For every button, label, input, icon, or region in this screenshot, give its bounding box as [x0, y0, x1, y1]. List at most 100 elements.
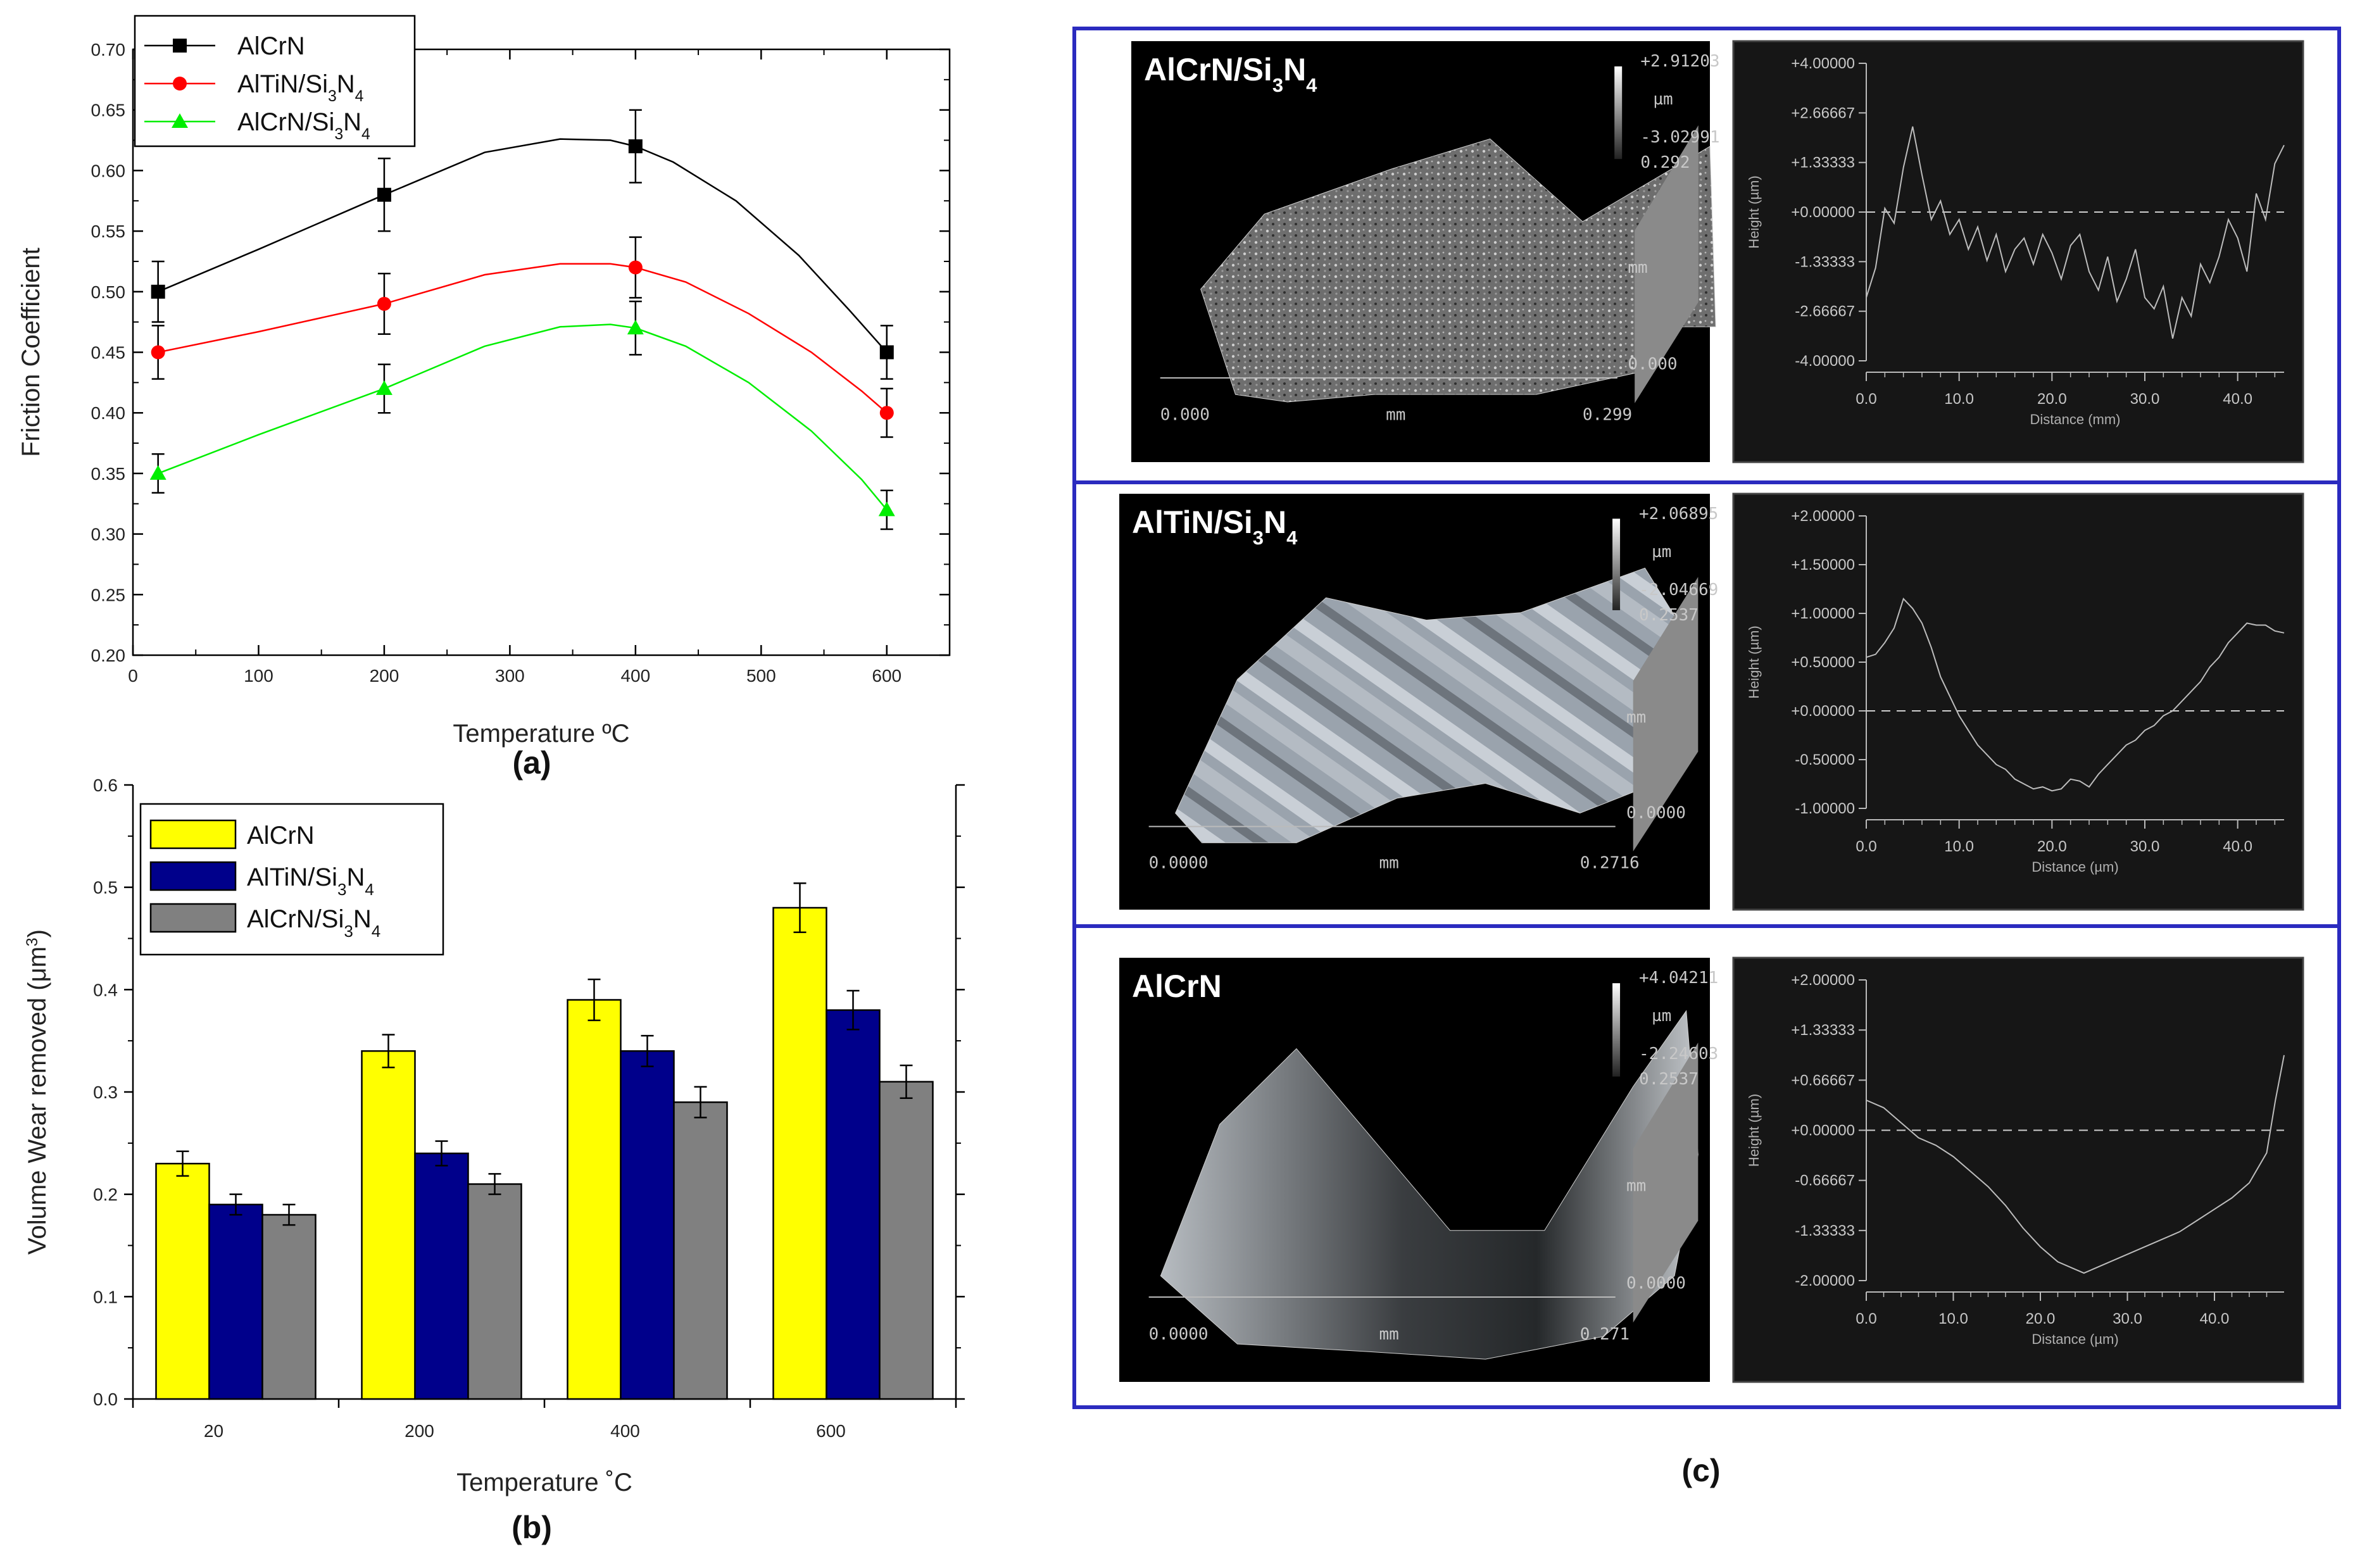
y-tick-label: 0.30: [91, 525, 126, 544]
afm-x-zero: 0.0000: [1149, 1325, 1209, 1344]
y-tick-label: 0.55: [91, 222, 126, 241]
afm-profile-chart: +4.00000 +2.66667 +1.33333 +0.00000 -1.33333…: [1732, 40, 2304, 463]
profile-y-tick-label: +0.66667: [1791, 1072, 1855, 1089]
y-tick-label: 0.65: [91, 101, 126, 120]
panel-c-afm: AlCrN/Si3N4+2.91203µm-3.029910.292mm0.00…: [1072, 27, 2341, 1409]
bars-bar_alcrn_si3n4: [261, 1064, 934, 1400]
bar: [261, 1214, 317, 1400]
y-tick-label: 0.4: [93, 980, 118, 1000]
panel-label-c: (c): [1681, 1453, 1720, 1488]
profile-x-tick-label: 20.0: [2037, 391, 2067, 408]
legend-swatch: [149, 861, 237, 891]
y-tick-label: 0.50: [91, 282, 126, 302]
profile-y-tick-label: +1.00000: [1791, 605, 1855, 622]
bar: [361, 1050, 416, 1400]
y-tick-label: 0.2: [93, 1185, 118, 1205]
afm-y-zero: 0.0000: [1626, 1274, 1686, 1293]
afm-z-unit: µm: [1653, 90, 1673, 109]
profile-y-tick-label: -1.33333: [1795, 253, 1855, 270]
profile-x-tick-label: 0.0: [1856, 391, 1876, 408]
figure-labels: (a) (b) (c): [512, 745, 1720, 1545]
afm-title: AlCrN/Si3N4: [1144, 52, 1317, 96]
afm-z-max: +2.91203: [1640, 52, 1719, 71]
profile-x-tick-label: 30.0: [2113, 1310, 2142, 1327]
y-tick-label: 0.45: [91, 343, 126, 363]
afm-y-zero: 0.000: [1628, 355, 1677, 374]
series-line: [158, 138, 888, 353]
profile-x-tick-label: 20.0: [2026, 1310, 2056, 1327]
bar: [826, 1009, 881, 1400]
data-point: [377, 296, 391, 311]
y-tick-label: 0.0: [93, 1389, 118, 1409]
bar: [467, 1183, 522, 1400]
afm-x-unit: mm: [1386, 406, 1405, 425]
afm-z-min: -2.04669: [1639, 580, 1718, 599]
afm-y-max: 0.2537: [1639, 606, 1699, 625]
afm-y-max: 0.2537: [1639, 1070, 1699, 1089]
profile-line: [1866, 126, 2285, 339]
bar: [414, 1152, 469, 1400]
bars-bar_alcrn: [155, 882, 827, 1400]
bar: [879, 1081, 934, 1400]
data-point: [878, 501, 895, 517]
profile-y-label: Height (µm): [1746, 1094, 1762, 1167]
data-point: [879, 406, 894, 420]
afm-y-unit: mm: [1626, 708, 1646, 727]
afm-color-scale: [1614, 66, 1623, 160]
legend-label: AlCrN/Si3N4: [247, 905, 380, 941]
panel-label-b: (b): [512, 1510, 552, 1545]
profile-x-tick-label: 30.0: [2130, 391, 2160, 408]
profile-x-tick-label: 0.0: [1856, 1310, 1876, 1327]
profile-y-tick-label: +0.00000: [1791, 204, 1855, 221]
category-label: 200: [405, 1421, 434, 1441]
x-axis-title: Temperature ˚C: [456, 1469, 632, 1496]
x-tick-label: 300: [495, 666, 525, 686]
profile-bg: [1732, 492, 2304, 911]
profile-y-tick-label: +1.33333: [1791, 154, 1855, 172]
afm-outer-frame: [1072, 27, 2341, 1409]
afm-surface: [1160, 1010, 1699, 1360]
profile-y-tick-label: +1.50000: [1791, 556, 1855, 574]
profile-y-tick-label: +0.00000: [1791, 1122, 1855, 1139]
x-tick-label: 0: [128, 666, 138, 686]
profile-y-tick-label: +0.00000: [1791, 703, 1855, 720]
profile-y-tick-label: -1.33333: [1795, 1222, 1855, 1239]
y-axis-title: Friction Coefficient: [17, 248, 45, 457]
profile-x-tick-label: 30.0: [2130, 838, 2160, 855]
profile-line: [1866, 597, 2285, 792]
afm-z-min: -3.02991: [1640, 128, 1719, 147]
afm-profile-chart: +2.00000 +1.50000 +1.00000 +0.50000 +0.00000…: [1732, 492, 2304, 911]
afm-color-scale: [1612, 983, 1621, 1077]
profile-bg: [1732, 40, 2304, 463]
legend: AlCrN AlTiN/Si3N4 AlCrN/Si3N4: [139, 803, 444, 956]
afm-x-max: 0.271: [1580, 1325, 1630, 1344]
profile-x-tick-label: 10.0: [1944, 391, 1974, 408]
y-tick-label: 0.40: [91, 403, 126, 423]
profile-x-label: Distance (µm): [2032, 1331, 2118, 1347]
profile-x-label: Distance (µm): [2032, 859, 2118, 875]
profile-y-tick-label: -1.00000: [1795, 800, 1855, 817]
y-tick-label: 0.70: [91, 40, 126, 60]
y-tick-label: 0.35: [91, 464, 126, 484]
afm-z-max: +4.04211: [1639, 969, 1718, 988]
series-alcrn_si3n4: [149, 300, 895, 530]
bars-bar_altin_si3n4: [208, 989, 881, 1400]
afm-side-wall: [1635, 125, 1699, 403]
afm-3d-image: AlCrN/Si3N4 +2.91203 µm -3.02991 0.292 mm 0.00…: [1131, 41, 1720, 462]
profile-y-tick-label: -2.00000: [1795, 1272, 1855, 1289]
legend-marker: [173, 39, 187, 53]
profile-x-tick-label: 40.0: [2223, 838, 2252, 855]
bar: [208, 1203, 263, 1400]
afm-z-min: -2.24603: [1639, 1044, 1718, 1063]
bar: [620, 1050, 675, 1400]
data-point: [375, 380, 392, 395]
series-line: [158, 323, 888, 511]
x-tick-label: 500: [746, 666, 776, 686]
bar: [772, 906, 827, 1400]
profile-y-tick-label: +2.00000: [1791, 972, 1855, 989]
data-point: [151, 345, 165, 360]
category-label: 400: [610, 1421, 640, 1441]
x-tick-label: 400: [620, 666, 650, 686]
profile-x-tick-label: 10.0: [1938, 1310, 1968, 1327]
